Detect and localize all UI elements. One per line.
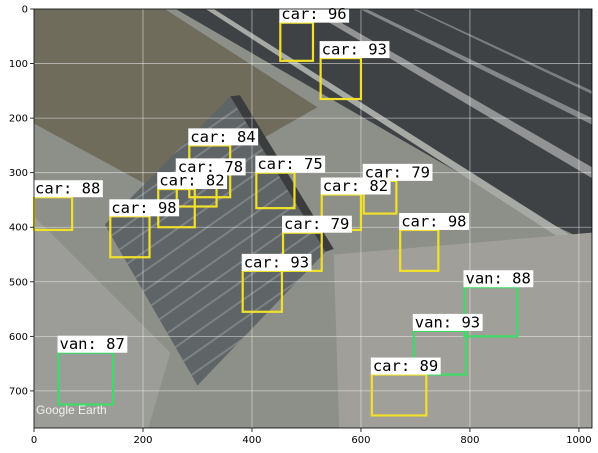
detection-label: car: 96 — [281, 5, 346, 23]
x-axis: 0 200 400 600 800 1000 — [31, 428, 592, 446]
y-tick-label: 100 — [9, 59, 28, 70]
detection-label-bg — [109, 199, 180, 217]
detection-label: car: 78 — [178, 158, 243, 176]
detection-label: car: 79 — [365, 163, 430, 181]
detection-label: car: 84 — [190, 128, 255, 146]
y-axis: 0 100 200 300 400 500 600 700 — [9, 5, 34, 397]
y-tick-label: 500 — [9, 277, 28, 288]
highway-lane-marking — [412, 9, 592, 95]
x-tick-label: 200 — [133, 435, 152, 446]
detection-label: van: 93 — [415, 313, 480, 331]
detection-label-bg — [188, 128, 259, 146]
detection-label-bg — [412, 313, 483, 331]
detection-label-bg — [370, 357, 441, 375]
y-tick-label: 700 — [9, 386, 28, 397]
detection-label-bg — [241, 253, 312, 271]
y-tick-label: 400 — [9, 223, 28, 234]
detection-label: car: 79 — [284, 215, 349, 233]
parking-lot-left — [34, 216, 171, 428]
highway-lane-marking — [359, 9, 592, 125]
x-tick-label: 800 — [460, 435, 479, 446]
x-tick-label: 0 — [31, 435, 37, 446]
y-tick-label: 300 — [9, 168, 28, 179]
detection-label-bg — [463, 270, 534, 288]
y-tick-label: 600 — [9, 332, 28, 343]
detection-label: car: 88 — [35, 180, 100, 198]
detection-label: car: 98 — [401, 212, 466, 230]
detection-label-bg — [319, 41, 390, 59]
x-tick-label: 400 — [242, 435, 261, 446]
detection-label-bg — [33, 180, 103, 198]
y-tick-label: 200 — [9, 114, 28, 125]
detection-label: van: 87 — [60, 335, 125, 353]
detection-label-bg — [399, 212, 469, 230]
google-earth-watermark: Google Earth — [36, 403, 107, 417]
detection-label: car: 82 — [323, 177, 388, 195]
detection-label-bg — [57, 335, 128, 353]
detection-label-bg — [175, 158, 246, 176]
detection-label-bg — [320, 177, 391, 195]
detection-label-bg — [282, 215, 352, 233]
detection-label: car: 93 — [244, 253, 309, 271]
detection-label: car: 93 — [322, 41, 387, 59]
detection-label-bg — [362, 163, 433, 181]
detection-label: car: 75 — [257, 155, 322, 173]
plot-frame — [33, 8, 593, 429]
x-tick-label: 1000 — [566, 435, 591, 446]
detection-label: van: 88 — [465, 270, 530, 288]
detection-label: car: 98 — [111, 199, 176, 217]
curb-strip — [205, 9, 592, 259]
x-tick-label: 600 — [351, 435, 370, 446]
vegetation-area — [34, 9, 318, 195]
detection-label-bg — [255, 155, 326, 173]
detection-label-bg — [157, 172, 228, 190]
detection-label: car: 82 — [159, 172, 224, 190]
detection-label-bg — [279, 5, 350, 23]
detection-label: car: 89 — [373, 357, 438, 375]
y-tick-label: 0 — [22, 5, 28, 16]
